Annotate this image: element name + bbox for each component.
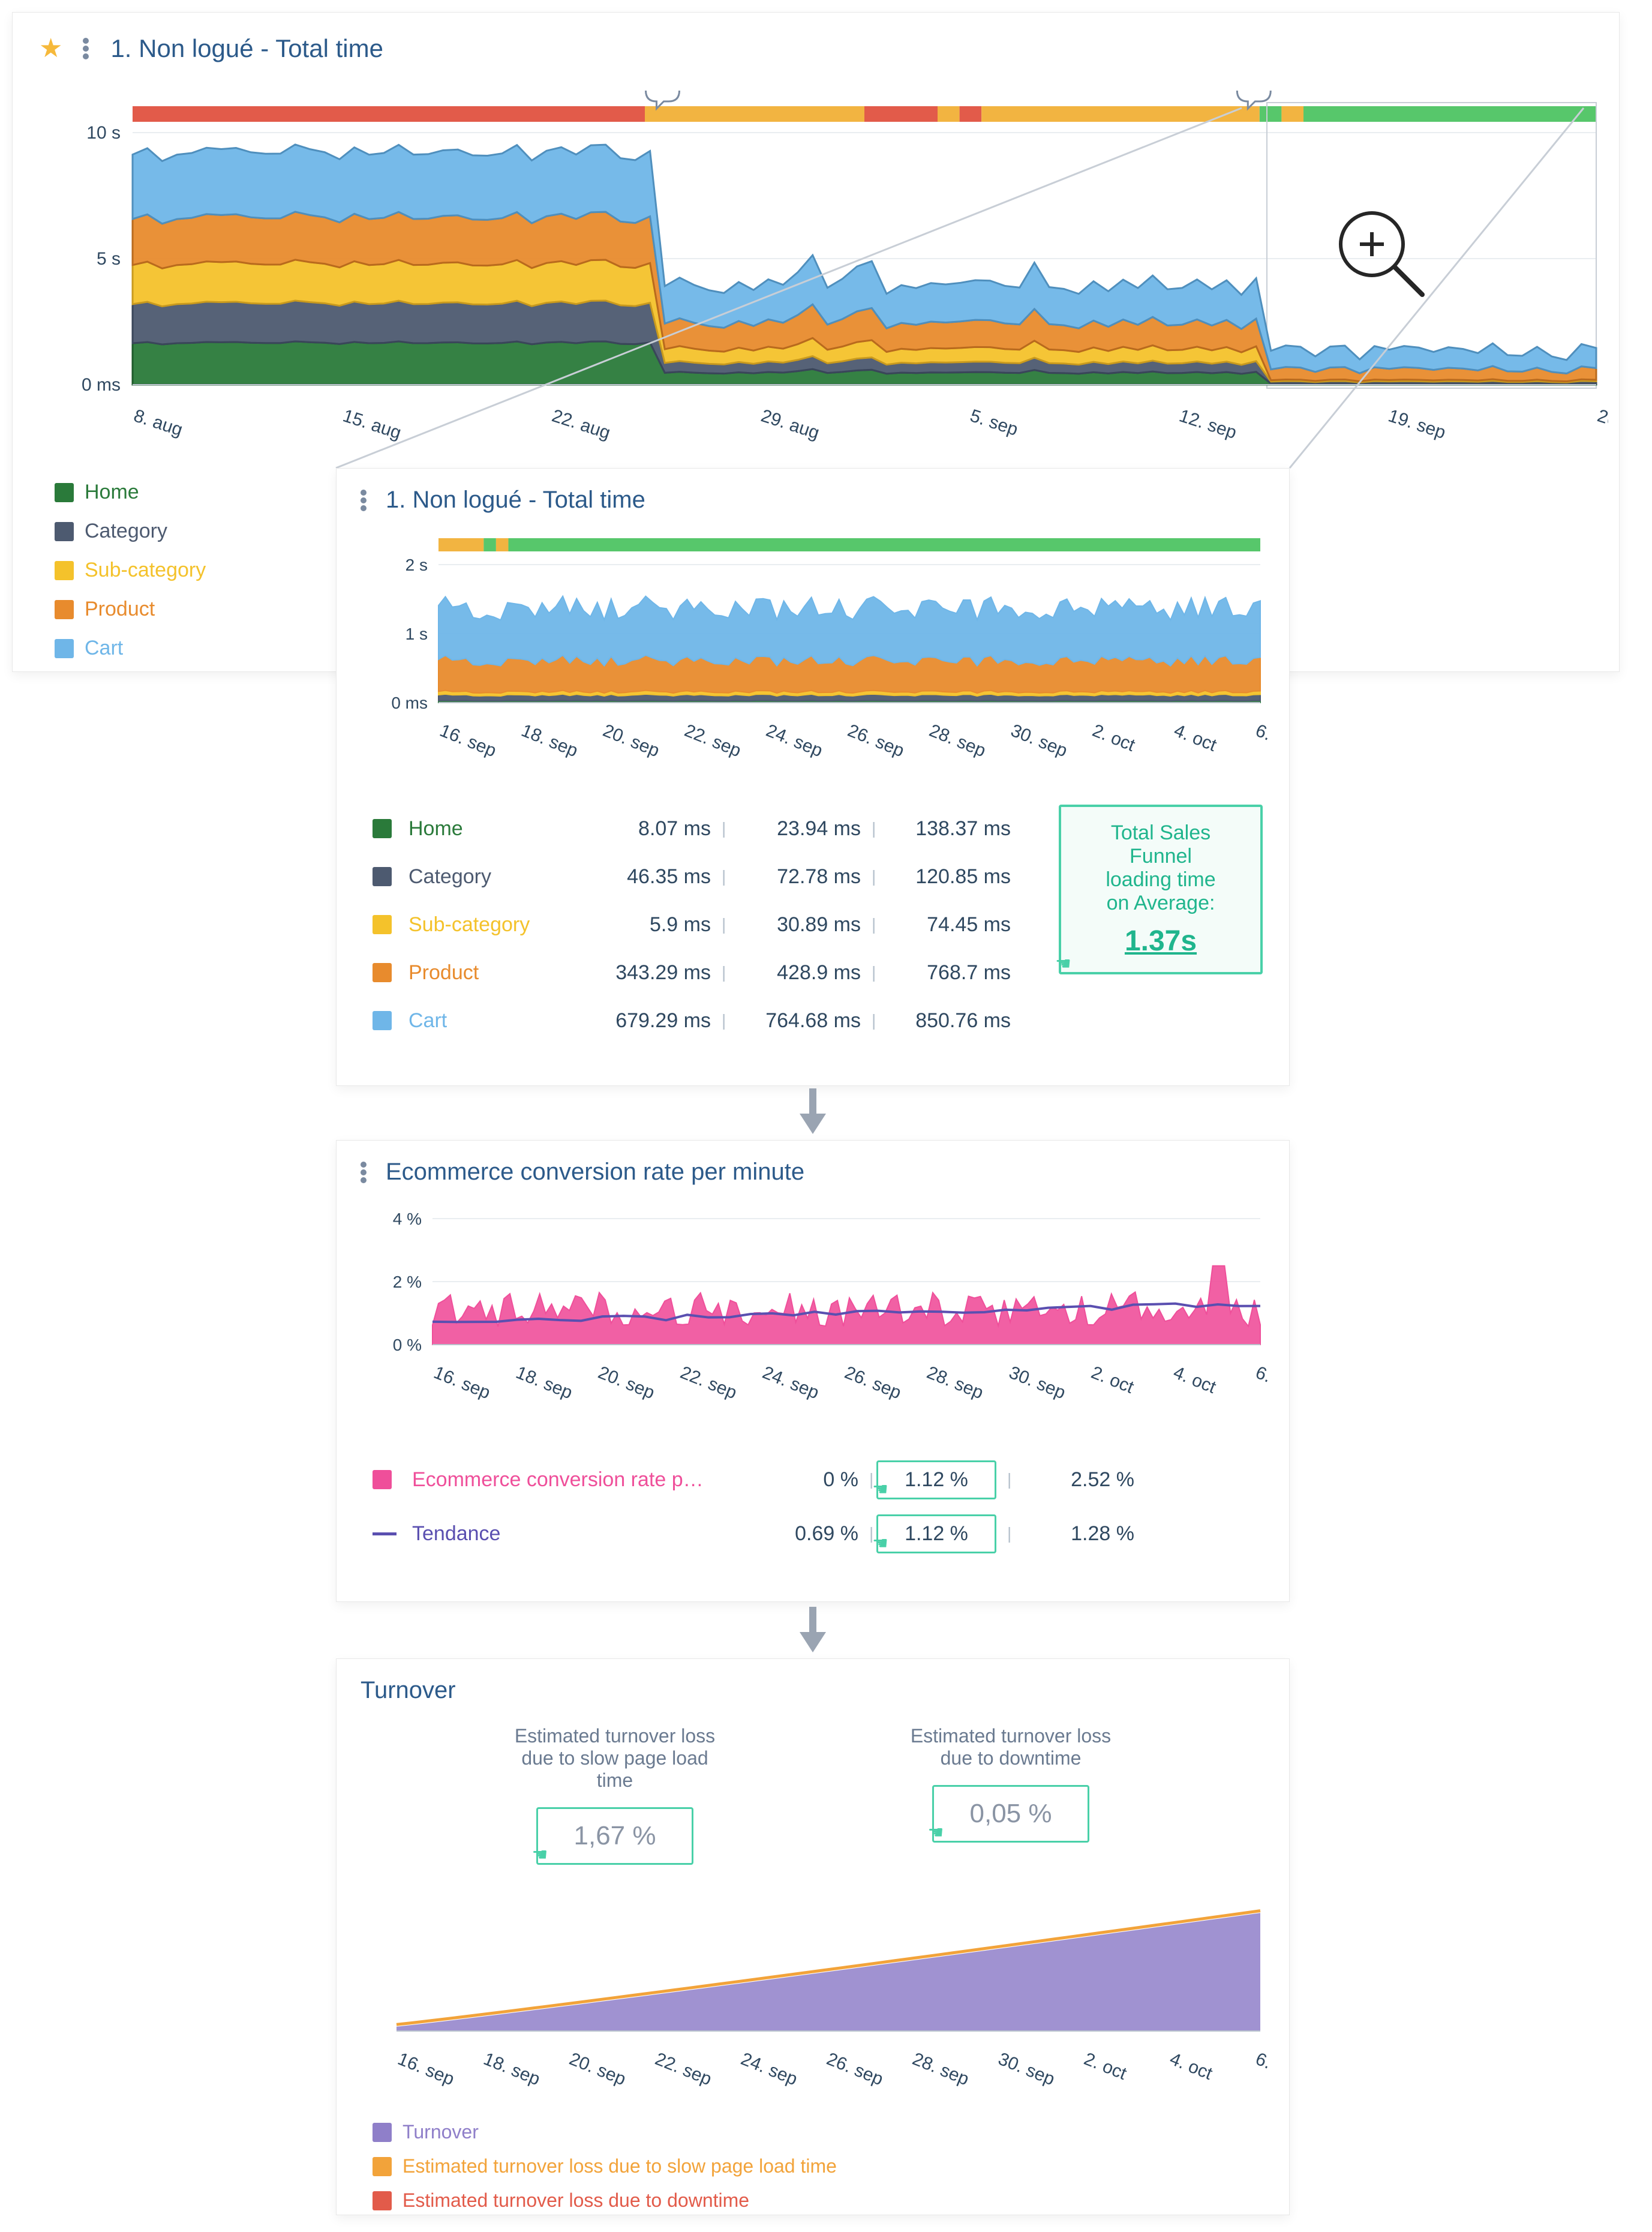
svg-text:20. sep: 20. sep [595,1363,657,1403]
svg-text:5. sep: 5. sep [968,406,1020,440]
pointer-icon: ☚ [532,1844,548,1865]
svg-text:29. aug: 29. aug [759,406,822,443]
panel3-title: Ecommerce conversion rate per minute [386,1159,804,1186]
svg-text:8. aug: 8. aug [131,406,185,440]
table-row: Cart679.29 ms|764.68 ms|850.76 ms [373,997,1032,1045]
svg-text:20. sep: 20. sep [600,721,662,761]
svg-text:19. sep: 19. sep [1386,406,1448,443]
panel-conversion-rate: Ecommerce conversion rate per minute 0 %… [336,1140,1290,1602]
panel1-title: 1. Non logué - Total time [110,34,383,63]
panel4-legend: Turnover Estimated turnover loss due to s… [373,2121,837,2212]
legend-stat-row: Ecommerce conversion rate p…0 %|1.12 %☚|… [373,1453,1254,1507]
panel2-chart: 0 ms 1 s 2 s 16. sep 18. sep 20. sep 22. sep 24… [361,529,1272,769]
legend-item: Category [55,520,206,543]
svg-text:28. sep: 28. sep [924,1363,986,1403]
svg-text:16. sep: 16. sep [395,2049,457,2089]
zoom-icon [1332,205,1428,301]
legend-item: Home [55,481,206,504]
svg-text:26. sep: 26. sep [824,2049,886,2089]
panel4-metrics: Estimated turnover lossdue to slow page … [337,1725,1289,1865]
legend-item: Cart [55,637,206,660]
svg-text:10 s: 10 s [86,123,121,143]
svg-text:4. oct: 4. oct [1170,1363,1219,1397]
svg-text:18. sep: 18. sep [518,721,581,761]
table-row: Category46.35 ms|72.78 ms|120.85 ms [373,853,1032,901]
svg-text:28. sep: 28. sep [909,2049,972,2089]
panel1-legend: Home Category Sub-category Product Cart [55,481,206,660]
svg-text:18. sep: 18. sep [513,1363,575,1403]
svg-text:22. sep: 22. sep [652,2049,714,2089]
kebab-menu-icon[interactable] [83,38,90,59]
svg-text:22. sep: 22. sep [677,1363,740,1403]
metric-block: Estimated turnover lossdue to slow page … [459,1725,771,1865]
panel4-chart: 16. sep 18. sep 20. sep 22. sep 24. sep 26. s… [361,1881,1272,2097]
svg-text:26. sep: 26. sep [845,721,907,761]
panel2-callout: Total SalesFunnelloading timeon Average:… [1059,805,1263,974]
table-row: Product343.29 ms|428.9 ms|768.7 ms [373,949,1032,997]
flow-arrow-icon [800,1632,826,1652]
flow-arrow-icon [809,1088,816,1114]
svg-text:0 %: 0 % [393,1336,422,1354]
svg-text:24. sep: 24. sep [763,721,825,761]
panel-turnover: Turnover Estimated turnover lossdue to s… [336,1658,1290,2215]
svg-text:26. sep: 26. sep [1595,406,1608,443]
svg-text:22. aug: 22. aug [549,406,612,443]
svg-text:28. sep: 28. sep [926,721,989,761]
svg-text:2. oct: 2. oct [1081,2049,1130,2084]
svg-text:24. sep: 24. sep [759,1363,822,1403]
svg-text:2 %: 2 % [393,1273,422,1291]
svg-text:24. sep: 24. sep [738,2049,800,2089]
kebab-menu-icon[interactable] [361,1162,368,1183]
pointer-icon: ☚ [1055,953,1071,974]
table-row: Home8.07 ms|23.94 ms|138.37 ms [373,805,1032,853]
panel-total-time-zoom: 1. Non logué - Total time 0 ms 1 s 2 s 16. … [336,468,1290,1086]
metric-block: Estimated turnover lossdue to downtime0,… [855,1725,1167,1865]
svg-text:6. oct: 6. oct [1252,2049,1272,2084]
svg-text:4. oct: 4. oct [1167,2049,1215,2084]
pointer-icon: ☚ [928,1822,944,1843]
svg-text:4. oct: 4. oct [1171,721,1220,755]
svg-text:12. sep: 12. sep [1177,406,1239,443]
legend-item: Product [55,598,206,621]
svg-text:30. sep: 30. sep [1006,1363,1068,1403]
svg-text:16. sep: 16. sep [431,1363,493,1403]
pointer-icon: ☚ [872,1479,888,1500]
panel4-title: Turnover [361,1677,456,1703]
legend-item: Estimated turnover loss due to downtime [373,2189,837,2212]
svg-text:5 s: 5 s [97,249,121,269]
legend-stat-row: Tendance0.69 %|1.12 %☚|1.28 % [373,1507,1254,1561]
svg-text:4 %: 4 % [393,1210,422,1228]
svg-text:22. sep: 22. sep [681,721,744,761]
table-row: Sub-category5.9 ms|30.89 ms|74.45 ms [373,901,1032,949]
panel3-chart: 0 % 2 % 4 % 16. sep 18. sep 20. sep 22. sep 24.… [361,1207,1272,1411]
svg-text:0 ms: 0 ms [82,375,121,395]
panel2-table: Home8.07 ms|23.94 ms|138.37 msCategory46… [373,805,1032,1045]
svg-text:6. oct: 6. oct [1252,1363,1272,1397]
legend-item: Sub-category [55,559,206,582]
flow-arrow-icon [809,1607,816,1632]
flow-arrow-icon [800,1114,826,1134]
svg-text:26. sep: 26. sep [842,1363,904,1403]
legend-item: Estimated turnover loss due to slow page… [373,2155,837,2177]
svg-text:16. sep: 16. sep [437,721,499,761]
svg-text:30. sep: 30. sep [1008,721,1070,761]
pointer-icon: ☚ [872,1533,888,1554]
svg-text:6. oct: 6. oct [1252,721,1272,755]
panel2-title: 1. Non logué - Total time [386,487,645,514]
svg-text:2 s: 2 s [406,556,428,574]
svg-text:2. oct: 2. oct [1088,1363,1137,1397]
legend-item: Turnover [373,2121,837,2143]
svg-text:18. sep: 18. sep [480,2049,543,2089]
svg-text:0 ms: 0 ms [391,694,428,712]
svg-text:30. sep: 30. sep [995,2049,1058,2089]
svg-text:2. oct: 2. oct [1089,721,1138,755]
kebab-menu-icon[interactable] [361,490,368,511]
svg-text:1 s: 1 s [406,625,428,643]
svg-text:20. sep: 20. sep [566,2049,629,2089]
star-icon[interactable]: ★ [39,33,62,64]
panel3-legend-table: Ecommerce conversion rate p…0 %|1.12 %☚|… [373,1453,1254,1561]
svg-text:15. aug: 15. aug [340,406,403,443]
